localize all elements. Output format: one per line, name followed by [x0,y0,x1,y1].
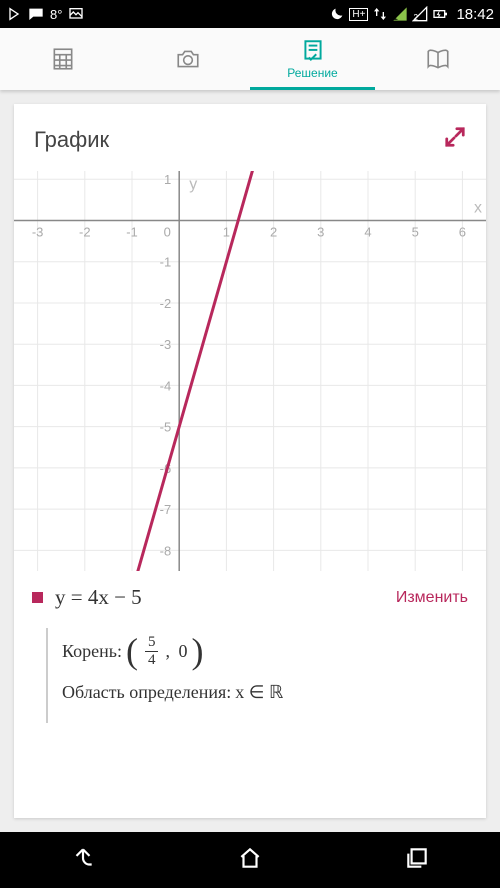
clock: 18:42 [456,6,494,23]
tab-book[interactable] [375,28,500,90]
svg-text:-8: -8 [160,543,172,558]
svg-text:3: 3 [317,224,324,239]
graph-plot[interactable]: -3-2-101234561-1-2-3-4-5-6-7-8xy [14,171,486,571]
content-area: График -3-2-101234561-1-2-3-4-5-6-7-8xy … [0,90,500,832]
home-button[interactable] [237,845,263,876]
svg-text:0: 0 [164,224,171,239]
svg-text:-1: -1 [160,255,172,270]
svg-text:x: x [474,199,482,216]
tab-solution[interactable]: Решение [250,28,375,90]
equation-row: y = 4x − 5 Изменить [14,571,486,624]
svg-text:6: 6 [459,224,466,239]
domain-label: Область определения: [62,682,231,703]
svg-text:y: y [189,176,197,193]
domain-value: x ∈ ℝ [235,682,283,703]
moon-icon [329,6,345,22]
back-button[interactable] [70,845,96,876]
root-property: Корень: ( 5 4 , 0 ) [62,634,466,668]
card-header: График [14,104,486,171]
root-fraction: 5 4 [145,634,159,668]
svg-text:-2: -2 [160,296,172,311]
tab-calculator[interactable] [0,28,125,90]
svg-text:2: 2 [270,224,277,239]
android-nav-bar [0,832,500,888]
equation-marker [32,592,43,603]
card-title: График [34,127,109,153]
expand-icon[interactable] [444,126,466,153]
signal-sim1-icon: 1 [392,6,408,22]
svg-text:-2: -2 [79,224,91,239]
recent-apps-button[interactable] [404,845,430,876]
graph-card: График -3-2-101234561-1-2-3-4-5-6-7-8xy … [14,104,486,818]
domain-property: Область определения: x ∈ ℝ [62,682,466,703]
battery-charging-icon [432,6,448,22]
signal-sim2-icon: 2 [412,6,428,22]
svg-text:-5: -5 [160,420,172,435]
svg-text:-7: -7 [160,502,172,517]
properties-block: Корень: ( 5 4 , 0 ) Область определения:… [46,628,466,723]
svg-text:-1: -1 [126,224,138,239]
svg-text:1: 1 [164,172,171,187]
picture-icon [68,6,84,22]
top-tab-bar: Решение [0,28,500,90]
play-icon [6,6,22,22]
network-type: H+ [349,8,368,21]
svg-text:-4: -4 [160,378,172,393]
svg-text:5: 5 [412,224,419,239]
svg-text:1: 1 [223,224,230,239]
temperature: 8° [50,7,62,22]
svg-text:4: 4 [364,224,371,239]
tab-camera[interactable] [125,28,250,90]
data-arrows-icon [372,6,388,22]
edit-button[interactable]: Изменить [396,589,468,607]
chat-icon [28,6,44,22]
root-label: Корень: [62,641,122,662]
equation-text: y = 4x − 5 [55,585,384,610]
android-status-bar: 8° H+ 1 2 18:42 [0,0,500,28]
svg-text:-3: -3 [32,224,44,239]
tab-label: Решение [287,66,337,80]
svg-text:-3: -3 [160,337,172,352]
